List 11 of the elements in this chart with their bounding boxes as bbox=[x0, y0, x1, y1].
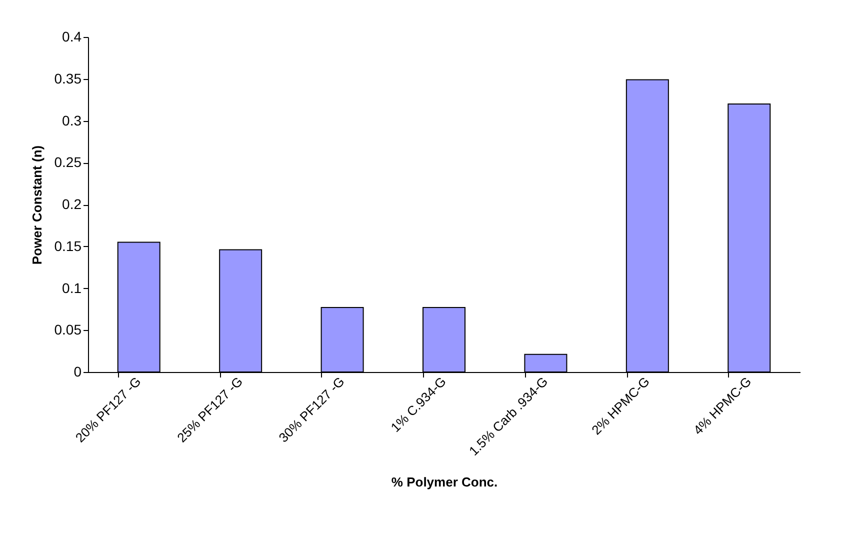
y-tick-label: 0.15 bbox=[54, 238, 82, 254]
y-tick-label: 0 bbox=[74, 364, 82, 380]
y-tick-label: 0.4 bbox=[62, 28, 82, 44]
y-axis-title: Power Constant (n) bbox=[29, 145, 44, 265]
y-tick-label: 0.3 bbox=[62, 112, 82, 128]
y-tick-label: 0.2 bbox=[62, 196, 82, 212]
x-axis-title: % Polymer Conc. bbox=[391, 474, 498, 490]
y-tick-label: 0.1 bbox=[62, 280, 82, 296]
y-tick-label: 0.05 bbox=[54, 322, 82, 338]
y-tick-label: 0.25 bbox=[54, 154, 82, 170]
y-tick-label: 0.35 bbox=[54, 70, 82, 86]
